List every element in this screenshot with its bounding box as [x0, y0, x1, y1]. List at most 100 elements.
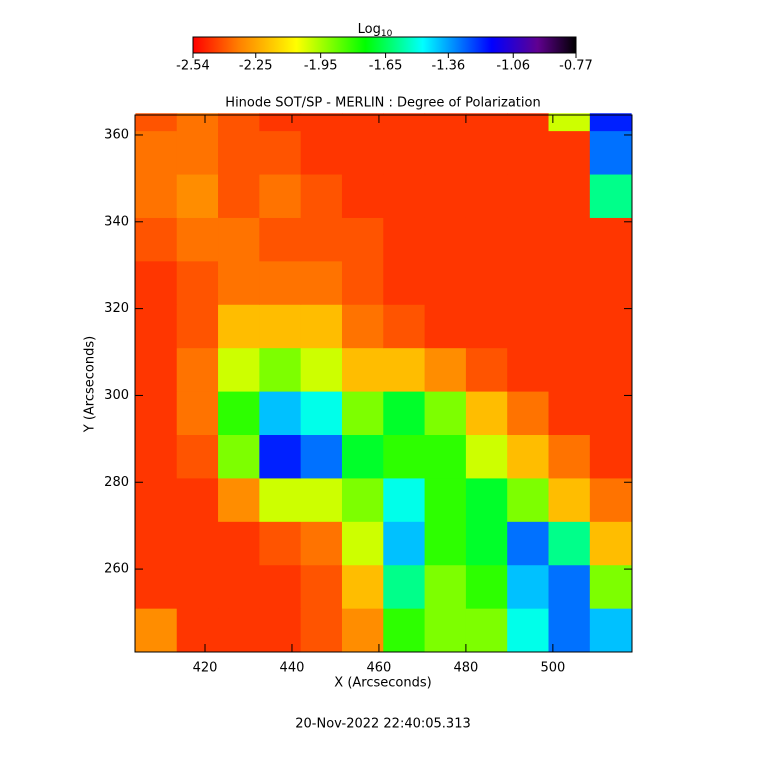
- heatmap-cell: [507, 304, 550, 349]
- heatmap-cell: [383, 260, 426, 305]
- heatmap-cell: [383, 304, 426, 349]
- colorbar: [192, 36, 577, 54]
- colorbar-tick-label: -1.36: [432, 59, 466, 74]
- x-tick-label: 420: [193, 661, 218, 676]
- heatmap-cell: [507, 477, 550, 522]
- heatmap-cell: [259, 521, 302, 566]
- heatmap-cell: [218, 217, 260, 262]
- heatmap-cell: [424, 477, 467, 522]
- heatmap-cell: [548, 477, 591, 522]
- heatmap-cell: [259, 564, 302, 609]
- y-tick-label: 280: [104, 475, 129, 490]
- heatmap-cell: [259, 113, 302, 132]
- heatmap-cell: [424, 434, 467, 479]
- heatmap-cell: [465, 217, 508, 262]
- heatmap-cell: [135, 434, 178, 479]
- heatmap-cell: [135, 260, 178, 305]
- heatmap-cell: [465, 130, 508, 175]
- heatmap-cell: [218, 521, 260, 566]
- heatmap-cell: [548, 113, 591, 132]
- footer-date: 20-Nov-2022 22:40:05.313: [295, 717, 471, 732]
- heatmap-cell: [548, 521, 591, 566]
- colorbar-label: Log10: [358, 22, 393, 39]
- heatmap-cell: [259, 174, 302, 218]
- heatmap-cell: [135, 477, 178, 522]
- heatmap-cell: [176, 174, 219, 218]
- heatmap-cell: [465, 304, 508, 349]
- heatmap-cell: [507, 260, 550, 305]
- heatmap-cell: [259, 130, 302, 175]
- heatmap-cell: [507, 608, 550, 653]
- heatmap-cell: [424, 564, 467, 609]
- heatmap-cell: [465, 564, 508, 609]
- heatmap-cell: [135, 217, 178, 262]
- heatmap-cell: [507, 174, 550, 218]
- heatmap-cell: [259, 434, 302, 479]
- heatmap-cell: [176, 434, 219, 479]
- heatmap-cell: [300, 391, 343, 436]
- heatmap-cell: [218, 347, 260, 392]
- heatmap-cell: [383, 113, 426, 132]
- heatmap-cell: [176, 260, 219, 305]
- heatmap-cell: [465, 608, 508, 653]
- heatmap-cell: [507, 113, 550, 132]
- heatmap-cell: [341, 434, 384, 479]
- colorbar-tick-label: -1.65: [369, 59, 403, 74]
- plot-frame: [134, 114, 633, 653]
- heatmap-cell: [424, 304, 467, 349]
- heatmap-cell: [424, 174, 467, 218]
- chart-title: Hinode SOT/SP - MERLIN : Degree of Polar…: [225, 96, 540, 111]
- heatmap-cell: [465, 347, 508, 392]
- heatmap-cell: [589, 174, 632, 218]
- heatmap-cell: [218, 304, 260, 349]
- heatmap-cell: [507, 391, 550, 436]
- heatmap-cell: [507, 347, 550, 392]
- heatmap-cell: [176, 391, 219, 436]
- heatmap-cell: [135, 608, 178, 653]
- heatmap-cell: [465, 521, 508, 566]
- heatmap-cell: [548, 347, 591, 392]
- heatmap-cell: [341, 304, 384, 349]
- heatmap-cell: [300, 113, 343, 132]
- x-tick-label: 460: [367, 661, 392, 676]
- heatmap-cell: [135, 521, 178, 566]
- heatmap-cell: [259, 347, 302, 392]
- y-tick-label: 260: [104, 562, 129, 577]
- heatmap-cell: [465, 434, 508, 479]
- heatmap-cell: [548, 564, 591, 609]
- heatmap-cell: [465, 391, 508, 436]
- heatmap-cell: [383, 174, 426, 218]
- heatmap-cell: [548, 260, 591, 305]
- heatmap-cell: [507, 564, 550, 609]
- heatmap-cell: [507, 521, 550, 566]
- heatmap-cell: [424, 260, 467, 305]
- heatmap-cell: [383, 564, 426, 609]
- heatmap-cell: [589, 564, 632, 609]
- heatmap-cell: [465, 174, 508, 218]
- heatmap-cell: [218, 477, 260, 522]
- heatmap-cell: [424, 391, 467, 436]
- x-axis-label: X (Arcseconds): [334, 676, 431, 691]
- heatmap-cell: [218, 564, 260, 609]
- heatmap-cell: [589, 304, 632, 349]
- heatmap-cell: [300, 174, 343, 218]
- heatmap-cell: [589, 260, 632, 305]
- heatmap-cell: [383, 130, 426, 175]
- y-axis-label: Y (Arcseconds): [83, 336, 98, 433]
- heatmap-cell: [300, 260, 343, 305]
- heatmap-cell: [589, 477, 632, 522]
- heatmap-cell: [259, 391, 302, 436]
- colorbar-label-text: Log: [358, 22, 381, 37]
- heatmap-cell: [176, 521, 219, 566]
- heatmap-cell: [341, 130, 384, 175]
- heatmap-cell: [135, 304, 178, 349]
- heatmap-cell: [341, 113, 384, 132]
- heatmap-cell: [218, 130, 260, 175]
- heatmap-cell: [218, 113, 260, 132]
- heatmap-cell: [176, 564, 219, 609]
- heatmap-cell: [218, 391, 260, 436]
- x-tick-label: 500: [540, 661, 565, 676]
- heatmap-cell: [341, 217, 384, 262]
- colorbar-tick-label: -1.06: [496, 59, 530, 74]
